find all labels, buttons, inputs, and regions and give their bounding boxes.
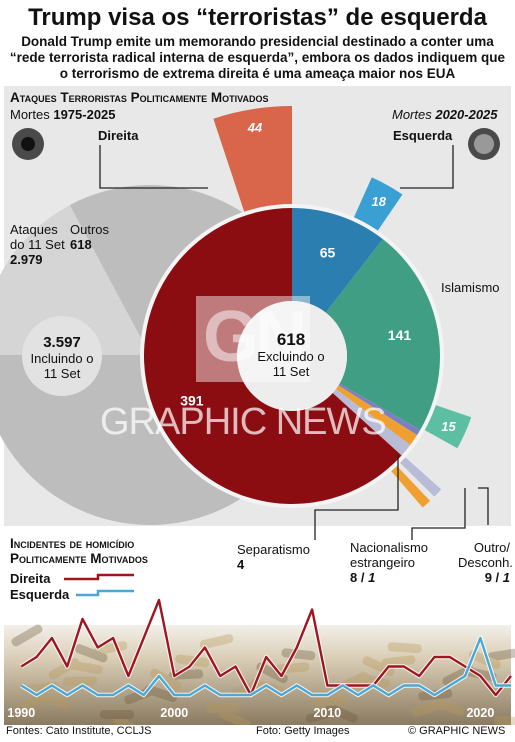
recent-bar-direita <box>213 106 292 216</box>
outer-center-disc <box>22 316 102 396</box>
photo-shapes <box>11 624 515 725</box>
watermark: GRAPHIC NEWS <box>100 401 387 443</box>
series-line-esquerda <box>20 636 511 697</box>
direita-label: Direita <box>98 128 139 143</box>
casing <box>69 660 103 675</box>
casing <box>312 695 347 707</box>
donut-slice-separatismo <box>338 383 421 436</box>
inner-donut-hole <box>237 301 347 411</box>
casing <box>487 648 515 662</box>
donut-slice-nacionalismo-estrangeiro <box>335 385 418 446</box>
x-tick-2000: 2000 <box>160 706 188 720</box>
casing <box>93 641 128 656</box>
recent-value-2: 15 <box>441 419 456 434</box>
x-tick-2010: 2010 <box>313 706 341 720</box>
footer-photo: Foto: Getty Images <box>256 725 350 737</box>
casing <box>356 672 391 689</box>
casing <box>18 693 51 711</box>
watermark-logo-box <box>196 296 310 382</box>
casing <box>325 703 358 723</box>
donut-slice-islamismo <box>325 239 440 430</box>
inner-donut: 391 65 141 <box>140 204 444 508</box>
casing <box>305 707 340 723</box>
casing <box>150 668 182 690</box>
period-key-left-inner <box>21 137 35 151</box>
donut-slice-direita <box>143 208 402 504</box>
leader-direita <box>99 145 208 189</box>
casing <box>100 710 134 719</box>
casing <box>74 644 108 663</box>
donut-slice-outro-desconh- <box>332 389 411 456</box>
casing <box>199 634 234 649</box>
page-title: Trump visa os “terroristas” de esquerda <box>28 4 487 31</box>
recent-bar-nacionalismo-estrangeiro <box>388 463 431 508</box>
leader-lines <box>99 145 489 540</box>
outer-center: 3.597 Incluindo o 11 Set <box>30 334 94 381</box>
leader-outro <box>478 487 489 525</box>
casing <box>11 624 43 647</box>
casing <box>431 697 465 716</box>
recent-bar-islamismo <box>421 403 472 449</box>
outro-label: Outro/ Desconh. 9 / 1 <box>458 540 513 585</box>
recent-bars: 44 18 15 <box>213 106 472 508</box>
casing <box>493 716 515 725</box>
leader-esquerda <box>400 145 454 189</box>
nacionalismo-label: Nacionalismo estrangeiro 8 / 1 <box>350 540 429 585</box>
inner-center: 618 Excluindo o 11 Set <box>257 330 325 379</box>
legend-esquerda: Esquerda <box>10 587 70 602</box>
donut-slice-esquerda <box>292 208 383 313</box>
x-tick-2020: 2020 <box>466 706 494 720</box>
casing <box>411 700 446 717</box>
casing <box>38 691 71 709</box>
leader-separatismo <box>314 455 399 540</box>
homicides-title: Incidentes de homicídio Politicamente Mo… <box>10 536 148 566</box>
footer-copyright: © GRAPHIC NEWS <box>408 725 506 737</box>
watermark-logo: GN <box>203 297 307 377</box>
legend-swatch-esquerda <box>76 589 134 597</box>
donut-value-1: 65 <box>320 244 336 260</box>
recent-bar-outro-desconh- <box>397 454 442 497</box>
left-period: Mortes 1975-2025 <box>10 107 116 122</box>
separatismo-label: Separatismo 4 <box>237 542 310 572</box>
donut-value-0: 391 <box>180 392 204 408</box>
donut-value-2: 141 <box>388 327 412 343</box>
casing <box>63 676 98 686</box>
casing <box>144 685 178 703</box>
casing <box>387 642 422 654</box>
casing <box>468 650 502 670</box>
legend-swatch-direita <box>64 573 134 581</box>
homicides-chart: 1990 2000 2010 2020 <box>4 573 515 725</box>
islamismo-label: Islamismo <box>441 280 500 295</box>
casing <box>48 657 80 680</box>
casing <box>113 715 145 725</box>
legend-direita: Direita <box>10 571 51 586</box>
footer-sources: Fontes: Cato Institute, CCLJS <box>6 725 152 737</box>
attacks-section-title: Ataques Terroristas Politicamente Motiva… <box>10 90 269 105</box>
casing <box>219 709 252 725</box>
outer-slice-outros <box>0 205 150 355</box>
label-911: Ataques do 11 Set 2.979 <box>10 222 65 267</box>
label-outros: Outros 618 <box>70 222 110 252</box>
x-tick-1990: 1990 <box>7 706 35 720</box>
recent-value-1: 18 <box>371 194 386 209</box>
leader-nacionalismo <box>411 488 466 540</box>
page-subtitle: Donald Trump emite um memorando presiden… <box>9 34 506 81</box>
recent-value-0: 44 <box>247 120 263 135</box>
recent-bar-esquerda <box>352 177 403 234</box>
period-key-right-inner <box>474 134 494 154</box>
casing <box>206 702 241 713</box>
series-line-direita <box>20 598 512 697</box>
esquerda-label: Esquerda <box>393 128 453 143</box>
right-period: Mortes 2020-2025 <box>392 107 498 122</box>
